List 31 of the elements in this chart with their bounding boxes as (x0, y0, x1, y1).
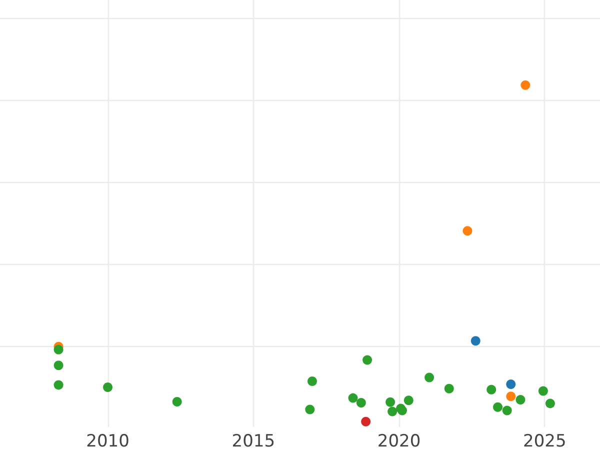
point (444, 384, 454, 394)
point (388, 406, 398, 416)
point (103, 382, 113, 392)
point (172, 397, 182, 407)
point (356, 398, 366, 408)
point (516, 394, 526, 404)
point (54, 360, 64, 370)
point (462, 226, 472, 236)
point (506, 380, 516, 390)
x-tick-label: 2015 (232, 432, 276, 450)
x-tick-label: 2025 (523, 432, 566, 450)
point (424, 372, 434, 382)
point (538, 386, 548, 396)
point (545, 398, 555, 408)
point (502, 406, 512, 416)
point (305, 404, 315, 414)
point (470, 336, 480, 346)
point (486, 384, 496, 394)
point (404, 396, 414, 406)
x-tick-label: 2010 (86, 432, 130, 450)
point (520, 80, 530, 90)
point (348, 393, 358, 403)
point (362, 355, 372, 365)
point (506, 392, 516, 402)
point (307, 376, 317, 386)
x-tick-label: 2020 (377, 432, 421, 450)
point (361, 416, 371, 426)
point (54, 380, 64, 390)
point (54, 344, 64, 354)
point (386, 397, 396, 407)
point (493, 402, 503, 412)
